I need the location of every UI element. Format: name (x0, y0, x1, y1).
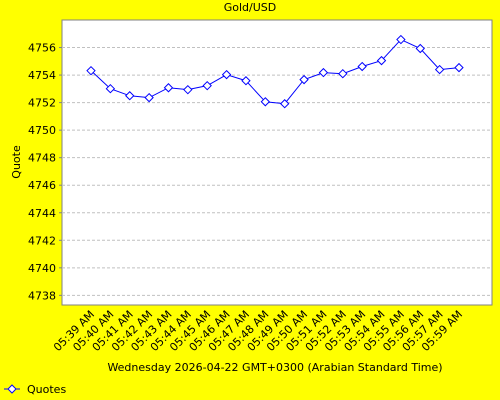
y-tick-label: 4740 (28, 262, 56, 275)
point-marker (299, 74, 309, 85)
point-marker (202, 80, 212, 91)
legend-label: Quotes (27, 383, 66, 396)
point-marker (376, 55, 387, 66)
point-marker (163, 83, 174, 93)
point-marker (357, 61, 367, 72)
point-marker (144, 92, 154, 103)
point-marker (241, 76, 251, 86)
point-marker (183, 84, 193, 95)
y-axis-label: Quote (10, 145, 23, 179)
point-marker (105, 83, 116, 94)
chart-title: Gold/USD (224, 1, 277, 14)
point-marker (221, 69, 232, 80)
plot-area (61, 19, 493, 306)
point-marker (125, 91, 135, 101)
y-tick-label: 4750 (28, 124, 56, 137)
point-marker (454, 62, 464, 73)
point-marker (434, 64, 445, 75)
y-tick-label: 4746 (28, 179, 56, 192)
point-marker (318, 67, 329, 78)
legend-marker (7, 384, 17, 394)
point-marker (279, 99, 290, 109)
y-tick-label: 4738 (28, 289, 56, 302)
point-marker (260, 97, 271, 107)
y-tick-label: 4744 (28, 207, 56, 220)
y-tick-label: 4748 (28, 152, 56, 165)
y-tick-label: 4752 (28, 97, 56, 110)
y-tick-label: 4754 (28, 69, 56, 82)
point-marker (86, 65, 96, 76)
y-tick-label: 4756 (28, 42, 56, 55)
point-marker (338, 68, 348, 79)
line (90, 38, 460, 105)
y-tick-label: 4742 (28, 234, 56, 247)
point-marker (415, 43, 425, 54)
x-axis-label: Wednesday 2026-04-22 GMT+0300 (Arabian S… (107, 361, 442, 374)
point-marker (396, 34, 406, 45)
